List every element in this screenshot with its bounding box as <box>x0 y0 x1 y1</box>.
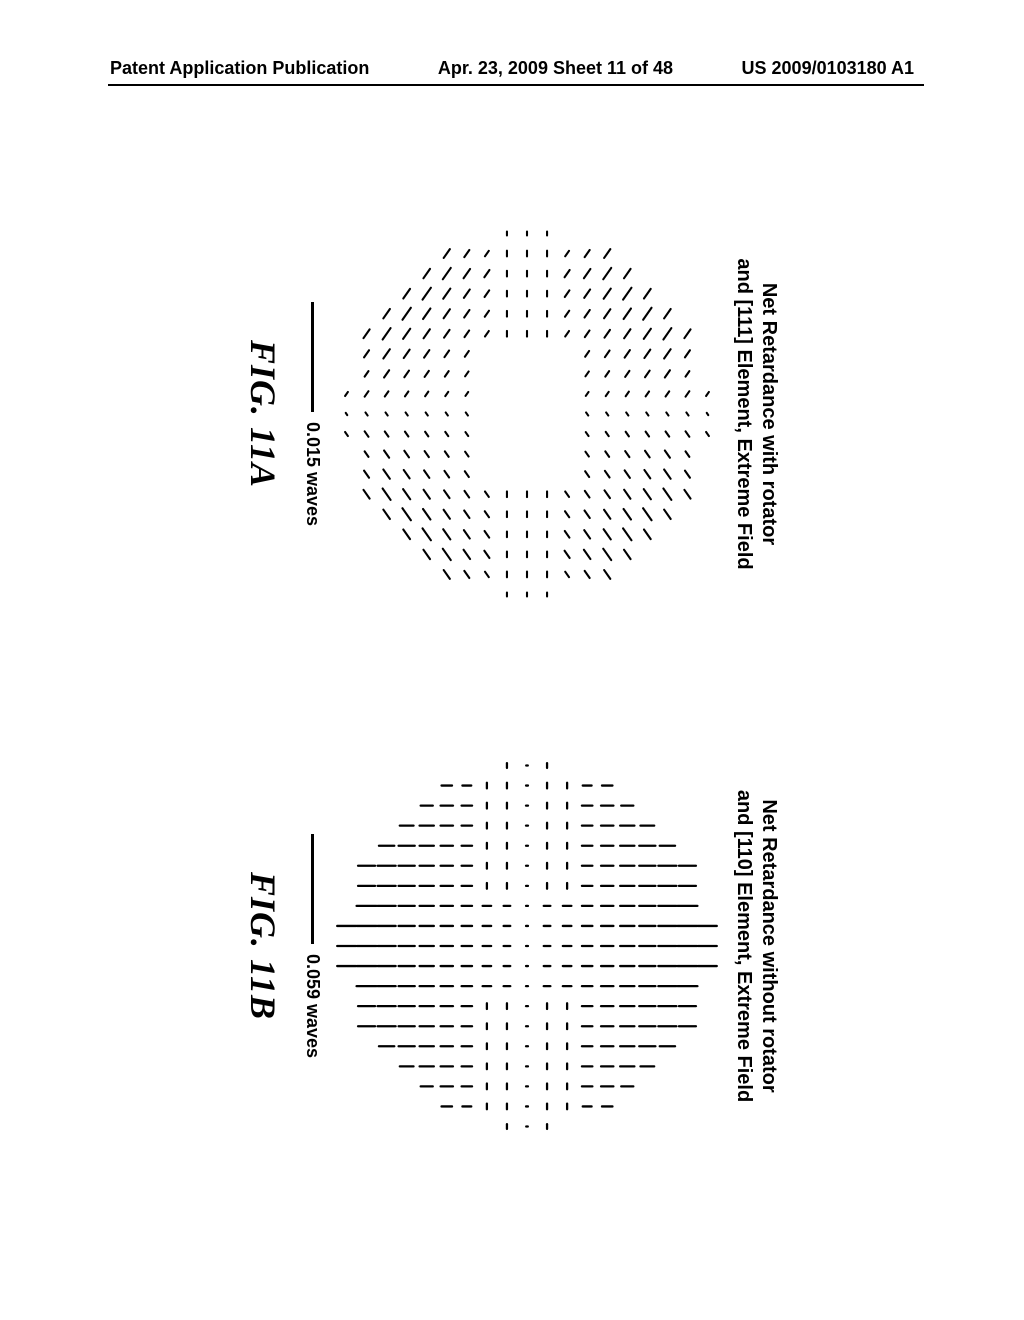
figure-11a-svg <box>338 224 718 604</box>
figure-11a-scale: 0.015 waves <box>303 302 324 526</box>
figure-11a-plot <box>338 224 718 604</box>
figure-11a-title-line1: Net Retardance with rotator <box>759 283 781 545</box>
figure-11a-scale-bar <box>312 302 315 412</box>
figure-11b-scale: 0.059 waves <box>303 834 324 1058</box>
header-center: Apr. 23, 2009 Sheet 11 of 48 <box>438 58 673 79</box>
figure-11b-title: Net Retardance without rotator and [110]… <box>732 790 782 1102</box>
figure-11b-title-line1: Net Retardance without rotator <box>759 799 781 1092</box>
header-left: Patent Application Publication <box>110 58 369 79</box>
figure-11b-title-line2: and [110] Element, Extreme Field <box>734 790 756 1102</box>
figure-11a-label: FIG. 11A <box>243 340 285 488</box>
figure-11a-title-line2: and [111] Element, Extreme Field <box>734 258 756 569</box>
figure-11b-label: FIG. 11B <box>243 872 285 1020</box>
figure-11b: Net Retardance without rotator and [110]… <box>243 726 782 1166</box>
page-header: Patent Application Publication Apr. 23, … <box>0 58 1024 79</box>
figure-page-body: Net Retardance with rotator and [111] El… <box>0 168 1024 1192</box>
figure-11b-plot <box>338 756 718 1136</box>
figure-11b-scale-bar <box>312 834 315 944</box>
figure-11a-scale-label: 0.015 waves <box>303 422 324 526</box>
header-rule <box>108 84 924 86</box>
figure-11a-title: Net Retardance with rotator and [111] El… <box>732 258 782 569</box>
figure-row: Net Retardance with rotator and [111] El… <box>0 168 1024 1192</box>
figure-11b-svg <box>338 756 718 1136</box>
figure-11b-scale-label: 0.059 waves <box>303 954 324 1058</box>
figure-11a: Net Retardance with rotator and [111] El… <box>243 194 782 634</box>
header-right: US 2009/0103180 A1 <box>742 58 914 79</box>
